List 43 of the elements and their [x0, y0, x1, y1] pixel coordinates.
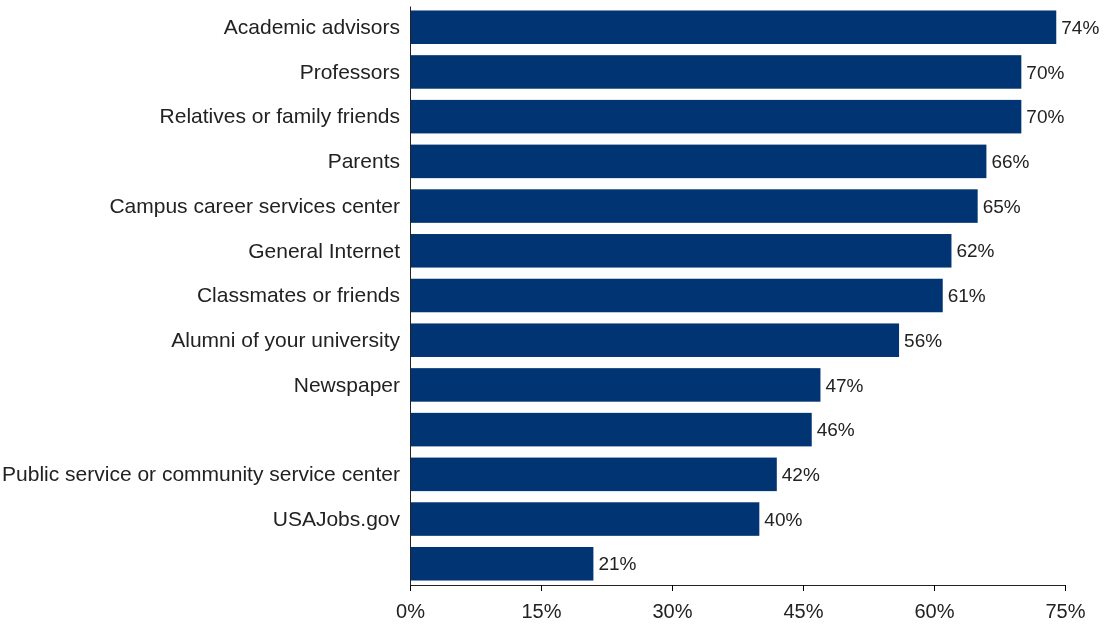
x-tick-label: 75% — [1045, 600, 1086, 622]
data-label: 61% — [947, 285, 986, 307]
data-label: 66% — [991, 151, 1030, 173]
y-tick-label: Campus career services center — [109, 193, 400, 217]
x-tick-label: 45% — [783, 600, 824, 622]
bar — [410, 368, 821, 402]
bar — [410, 502, 760, 536]
data-label: 70% — [1026, 61, 1065, 83]
y-tick-label: Alumni of your university — [171, 327, 401, 351]
bar — [410, 323, 900, 357]
data-label: 65% — [982, 195, 1021, 217]
y-tick-label: Public service or community service center — [2, 462, 400, 486]
y-tick-label: Relatives or family friends — [159, 104, 400, 128]
data-label: 47% — [825, 374, 864, 396]
bar — [410, 457, 777, 492]
y-tick-label: USAJobs.gov — [272, 506, 401, 530]
bar — [410, 547, 594, 581]
data-label: 74% — [1061, 16, 1100, 38]
bar — [410, 412, 812, 447]
x-tick-label: 60% — [914, 600, 955, 622]
x-tick-label: 30% — [652, 600, 693, 622]
data-label: 56% — [904, 329, 943, 351]
data-label: 46% — [816, 419, 855, 441]
y-tick-label: Parents — [327, 149, 400, 173]
x-tick-label: 0% — [396, 600, 426, 622]
y-tick-label: General Internet — [248, 238, 401, 262]
bar — [410, 278, 943, 313]
data-label: 40% — [764, 508, 803, 530]
bar — [410, 144, 987, 179]
y-tick-label: Newspaper — [293, 372, 400, 396]
bar — [410, 189, 978, 223]
bar — [410, 234, 952, 268]
x-tick-label: 15% — [521, 600, 562, 622]
data-label: 70% — [1026, 106, 1065, 128]
data-label: 42% — [781, 463, 820, 485]
bar — [410, 55, 1022, 89]
y-tick-label: Academic advisors — [223, 14, 400, 38]
bar — [410, 10, 1057, 44]
data-label: 21% — [598, 553, 637, 575]
data-label: 62% — [956, 240, 995, 262]
bar — [410, 99, 1022, 134]
y-tick-label: Professors — [299, 59, 400, 83]
y-tick-label: Classmates or friends — [196, 283, 400, 307]
